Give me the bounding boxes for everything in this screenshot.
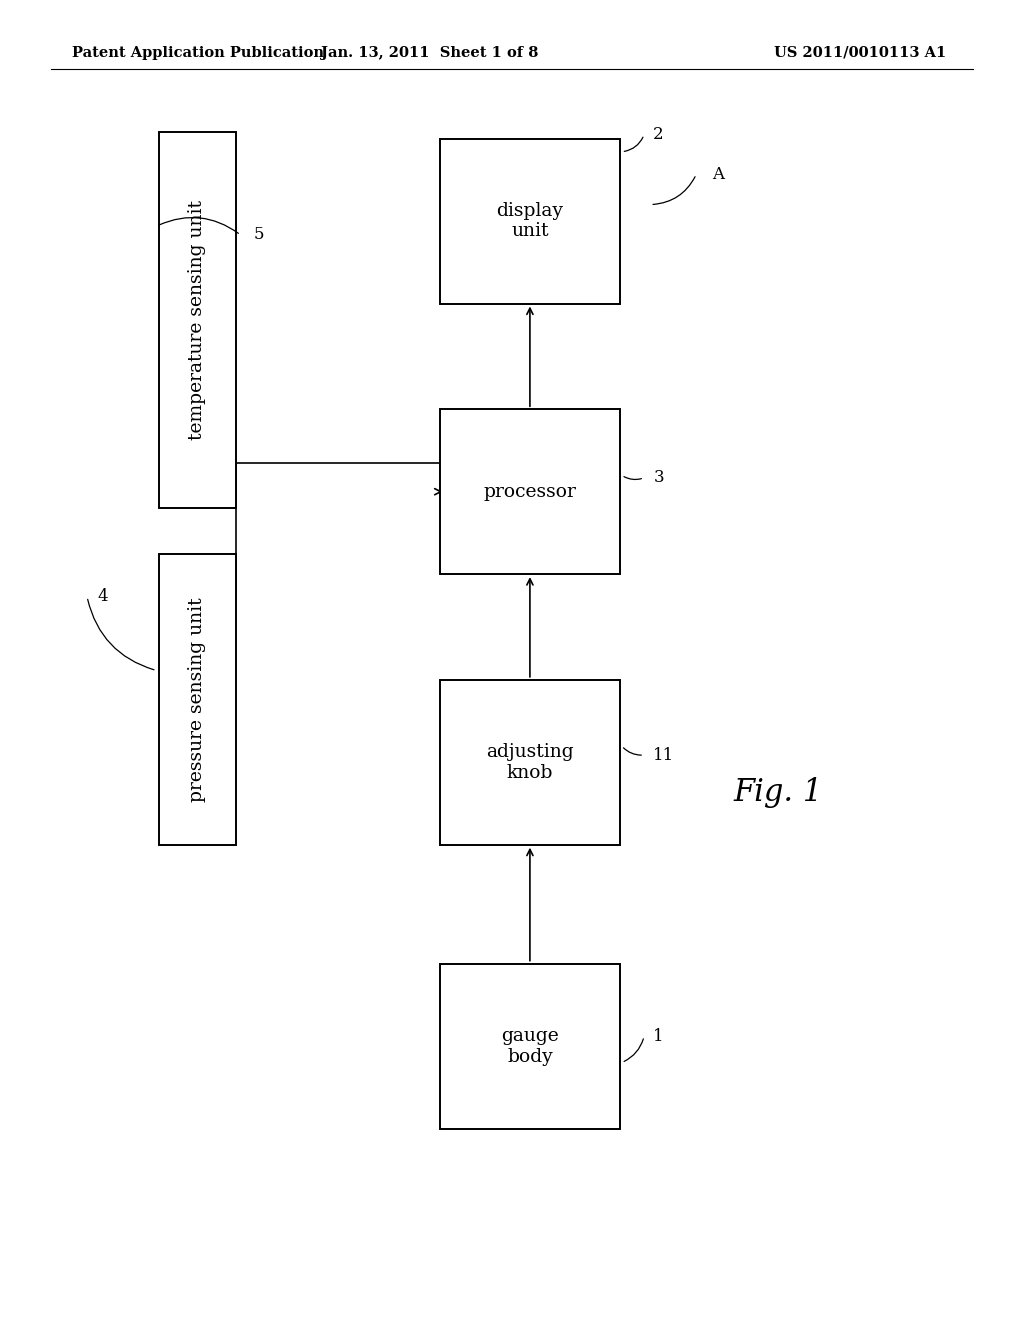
Text: display
unit: display unit	[497, 202, 563, 240]
Text: 3: 3	[653, 470, 664, 486]
Bar	[440, 680, 620, 845]
Text: gauge
body: gauge body	[501, 1027, 559, 1065]
Bar	[159, 554, 236, 845]
Text: 4: 4	[97, 589, 108, 605]
Text: temperature sensing unit: temperature sensing unit	[188, 201, 206, 440]
Text: 5: 5	[254, 227, 264, 243]
Text: 2: 2	[653, 127, 664, 143]
Text: adjusting
knob: adjusting knob	[486, 743, 573, 781]
Text: pressure sensing unit: pressure sensing unit	[188, 597, 206, 803]
Text: Patent Application Publication: Patent Application Publication	[72, 46, 324, 59]
Bar	[440, 964, 620, 1129]
Bar	[159, 132, 236, 508]
Text: processor: processor	[483, 483, 577, 500]
Text: Fig. 1: Fig. 1	[733, 776, 823, 808]
Text: US 2011/0010113 A1: US 2011/0010113 A1	[774, 46, 946, 59]
Bar	[440, 409, 620, 574]
Text: Jan. 13, 2011  Sheet 1 of 8: Jan. 13, 2011 Sheet 1 of 8	[322, 46, 539, 59]
Text: 11: 11	[653, 747, 675, 763]
Text: A: A	[712, 166, 724, 182]
Bar	[440, 139, 620, 304]
Text: 1: 1	[653, 1028, 664, 1044]
